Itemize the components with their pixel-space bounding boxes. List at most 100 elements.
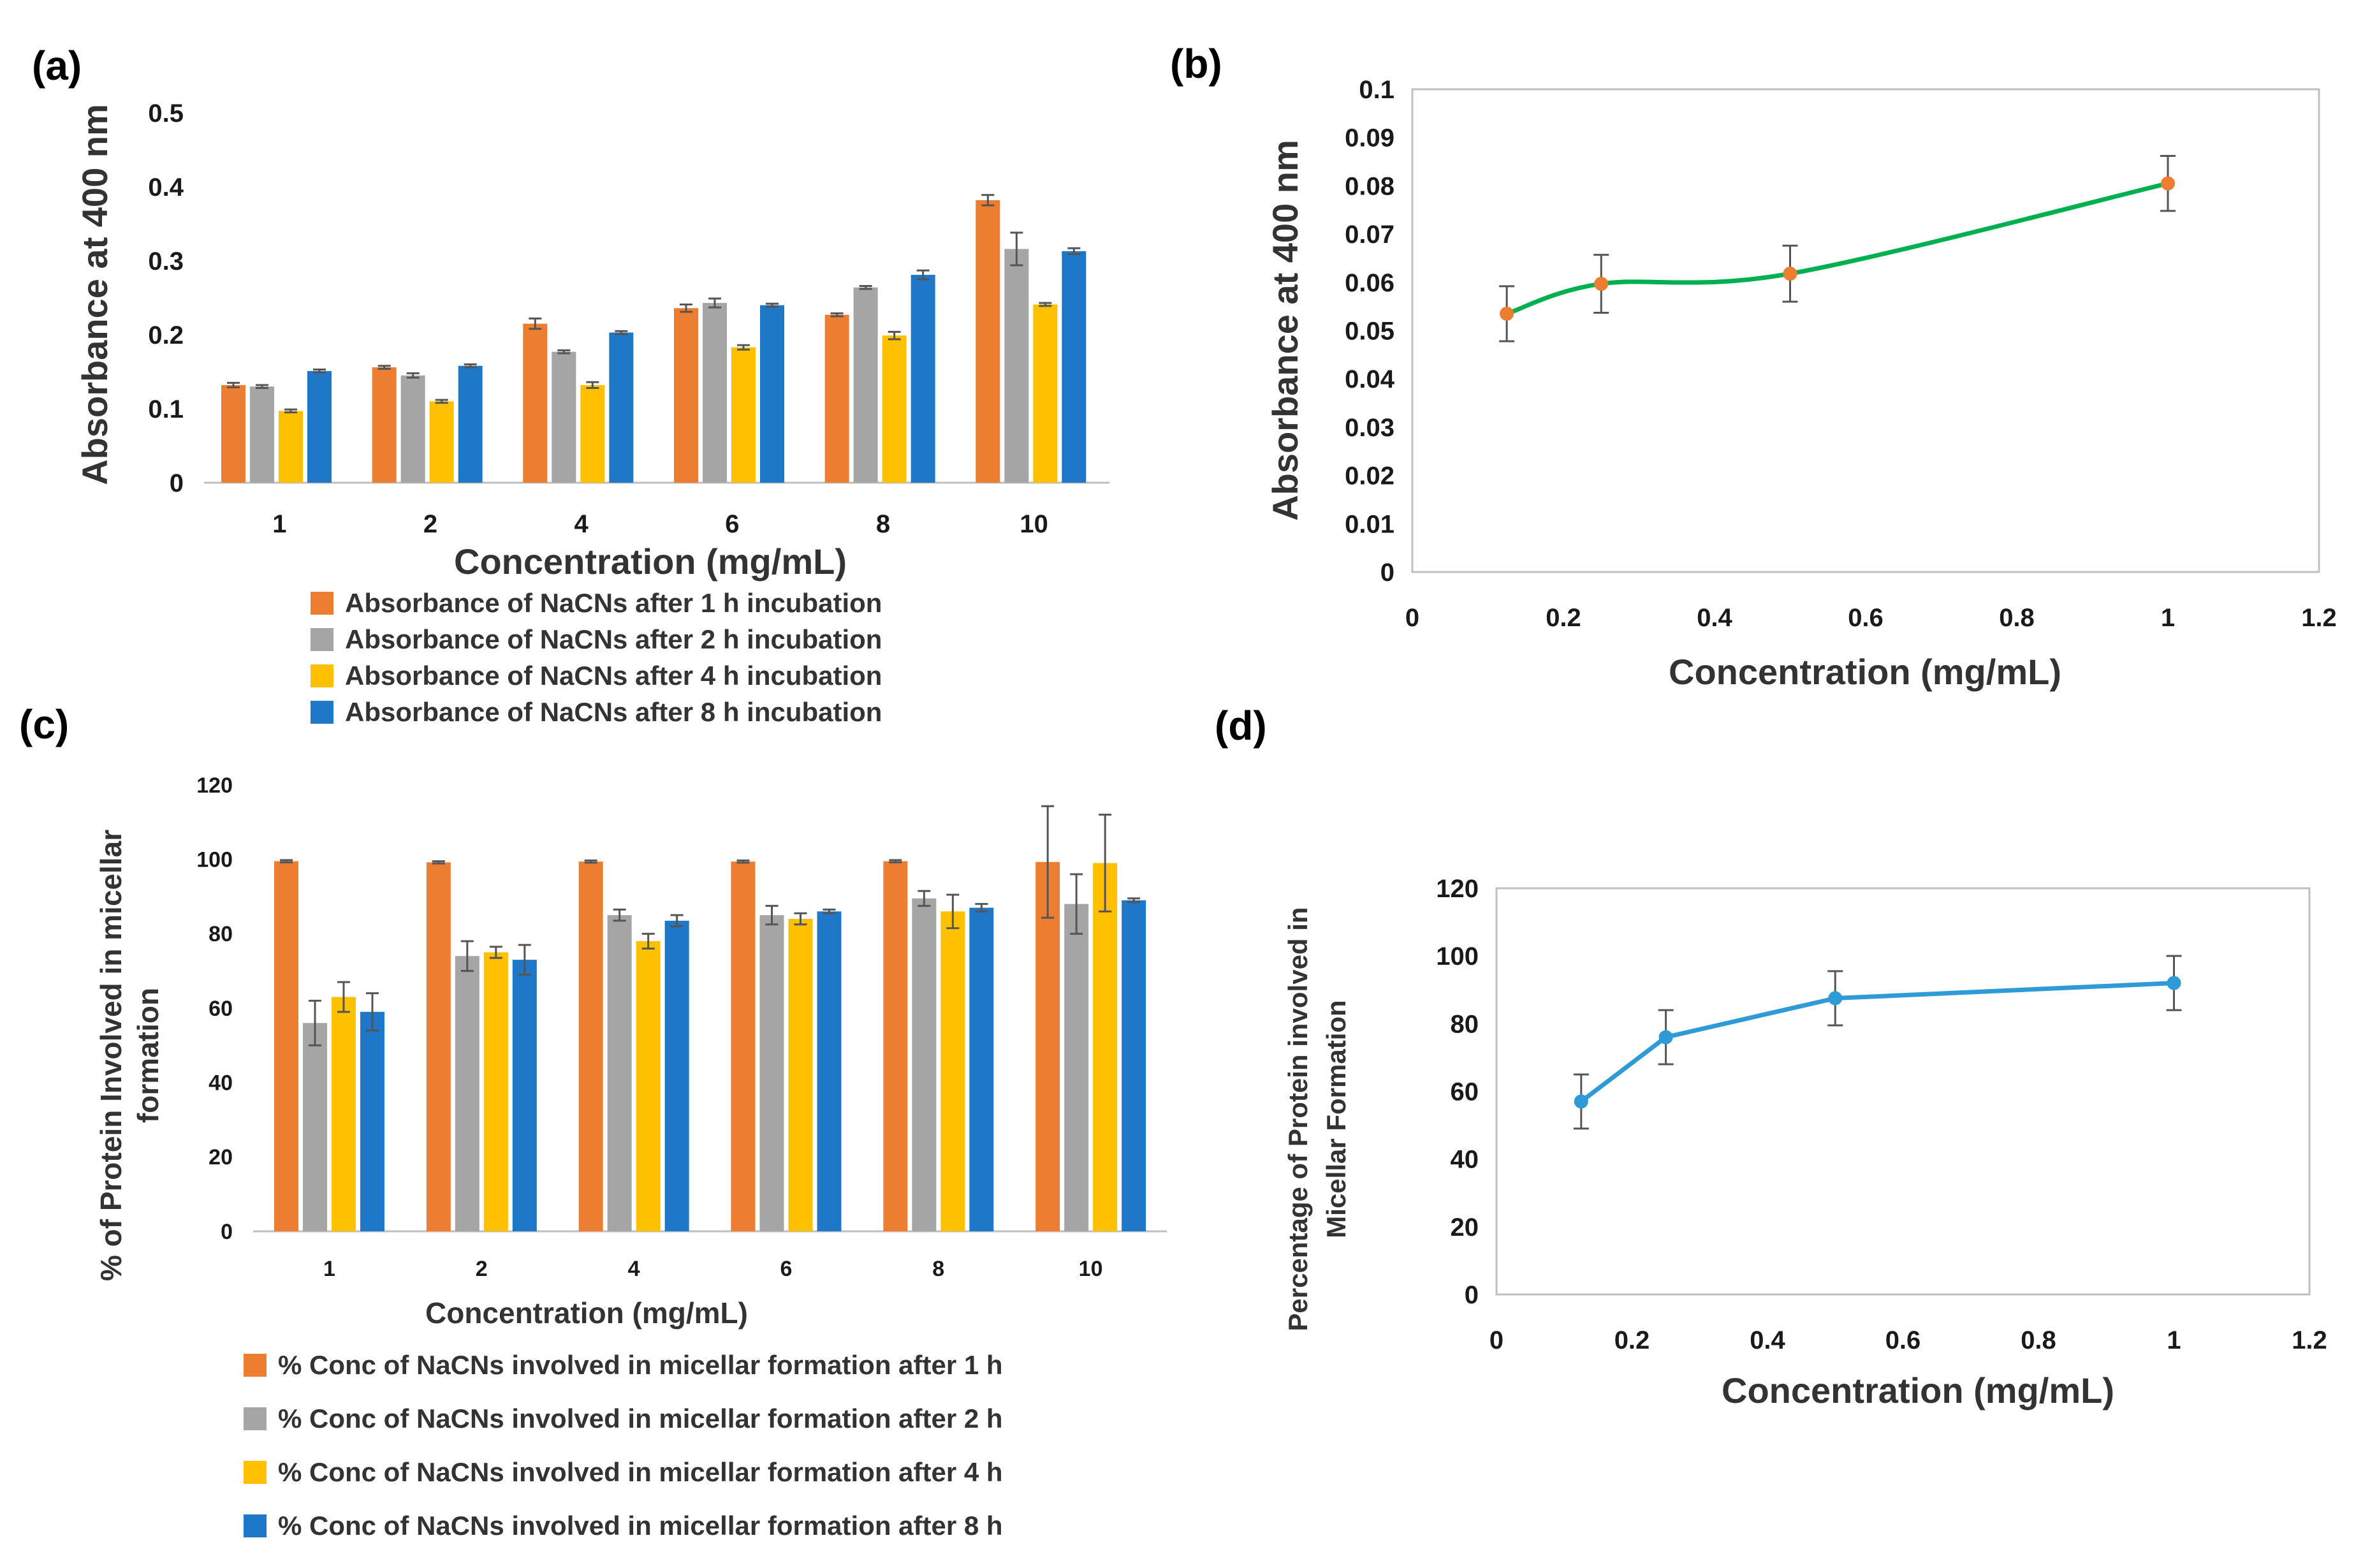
legend-label: Absorbance of NaCNs after 4 h incubation <box>345 661 882 691</box>
x-tick-label: 10 <box>1079 1257 1103 1281</box>
data-point <box>2161 176 2175 191</box>
bar <box>360 1011 384 1231</box>
x-tick-label: 4 <box>628 1257 640 1281</box>
bar <box>332 997 356 1231</box>
x-tick-label: 0 <box>1405 604 1419 632</box>
x-tick-label: 2 <box>423 510 437 538</box>
bar <box>731 861 756 1231</box>
bar <box>853 287 878 483</box>
y-axis-title: Absorbance at 400 nm <box>1265 140 1305 521</box>
x-tick-label: 0 <box>1489 1326 1503 1354</box>
series-line <box>1579 981 2174 1104</box>
y-axis-title-line: % of Protein Involved in micellar <box>94 830 128 1281</box>
y-tick-label: 0.04 <box>1345 365 1395 393</box>
bar <box>760 305 784 483</box>
bar <box>703 303 727 483</box>
y-tick-label: 40 <box>208 1071 233 1095</box>
data-point <box>1574 1094 1588 1109</box>
x-tick-label: 1 <box>272 510 286 538</box>
bar <box>372 367 397 483</box>
y-tick-label: 0 <box>221 1220 233 1244</box>
y-tick-label: 0 <box>1380 559 1394 587</box>
plot-area-border <box>1411 88 2320 573</box>
panel-label-d: (d) <box>1215 703 1267 749</box>
bar <box>731 347 756 483</box>
bar <box>883 861 908 1231</box>
bar <box>911 275 935 483</box>
y-tick-label: 80 <box>208 922 233 946</box>
data-point <box>1828 991 1843 1006</box>
bar <box>458 365 483 483</box>
chart-c: 0 20 40 60 80 100 120 1 2 4 6 8 10 Concentration (mg/… <box>94 773 1167 1541</box>
bar <box>607 915 632 1231</box>
y-tick-label: 0.5 <box>148 99 184 128</box>
data-point <box>1500 307 1514 321</box>
y-axis-title: % of Protein Involved in micellar formati… <box>94 830 165 1281</box>
data-point <box>1594 277 1609 291</box>
y-tick-label: 120 <box>1436 875 1479 903</box>
legend-label: % Conc of NaCNs involved in micellar for… <box>278 1403 1003 1433</box>
x-tick-label: 0.4 <box>1697 604 1732 632</box>
legend-swatch <box>311 628 333 651</box>
y-tick-label: 0.01 <box>1345 510 1394 538</box>
data-point <box>2167 976 2181 990</box>
x-tick-label: 1.2 <box>2292 1326 2327 1354</box>
bar <box>817 911 842 1231</box>
x-tick-label: 1.2 <box>2301 604 2337 632</box>
x-tick-label: 0.4 <box>1750 1326 1785 1354</box>
y-tick-label: 0.3 <box>148 247 184 275</box>
bar <box>759 915 784 1231</box>
bar <box>1122 900 1146 1231</box>
bar <box>426 862 451 1231</box>
bar <box>1062 251 1086 483</box>
x-tick-label: 8 <box>876 510 890 538</box>
y-axis-title-line: Absorbance at 400 nm <box>75 104 115 485</box>
bar <box>250 386 274 483</box>
x-tick-label: 8 <box>932 1257 944 1281</box>
y-axis-title: Absorbance at 400 nm <box>75 104 115 485</box>
y-tick-label: 0.2 <box>148 321 184 349</box>
legend-swatch <box>244 1354 267 1377</box>
x-tick-label: 0.8 <box>1999 604 2035 632</box>
y-tick-label: 0 <box>170 469 184 497</box>
y-axis-title-line: Micellar Formation <box>1321 1000 1351 1238</box>
y-tick-label: 0.1 <box>148 395 184 423</box>
bar <box>274 861 298 1231</box>
x-axis-title: Concentration (mg/mL) <box>454 541 847 582</box>
bar <box>512 960 537 1231</box>
y-axis-title-line: Absorbance at 400 nm <box>1265 140 1305 521</box>
bar <box>221 385 245 483</box>
bar <box>580 385 605 483</box>
bar <box>483 952 508 1231</box>
y-tick-label: 0.4 <box>148 173 184 201</box>
y-tick-label: 0.1 <box>1359 76 1394 104</box>
panel-label-c: (c) <box>19 701 69 747</box>
y-tick-label: 0.03 <box>1345 414 1394 442</box>
legend-label: % Conc of NaCNs involved in micellar for… <box>278 1457 1003 1487</box>
x-tick-label: 0.2 <box>1546 604 1581 632</box>
x-tick-label: 6 <box>725 510 739 538</box>
x-tick-label: 2 <box>476 1257 488 1281</box>
data-point <box>1783 267 1797 281</box>
bar <box>674 308 698 483</box>
x-axis-title: Concentration (mg/mL) <box>425 1296 748 1330</box>
legend-swatch <box>311 701 333 724</box>
data-point <box>1658 1030 1673 1044</box>
x-tick-label: 1 <box>323 1257 335 1281</box>
x-tick-label: 0.8 <box>2021 1326 2056 1354</box>
y-tick-label: 40 <box>1451 1146 1479 1174</box>
legend-label: Absorbance of NaCNs after 1 h incubation <box>345 588 882 618</box>
bar <box>578 861 603 1231</box>
legend-label: % Conc of NaCNs involved in micellar for… <box>278 1350 1003 1380</box>
y-tick-label: 0.08 <box>1345 172 1394 200</box>
x-axis-title: Concentration (mg/mL) <box>1669 652 2061 692</box>
bar <box>1064 904 1089 1231</box>
bar <box>1004 249 1029 483</box>
x-tick-label: 1 <box>2161 604 2175 632</box>
y-tick-label: 0.07 <box>1345 221 1394 249</box>
bar <box>455 956 479 1231</box>
bar <box>552 351 576 483</box>
x-tick-label: 0.6 <box>1885 1326 1921 1354</box>
panel-label-b: (b) <box>1170 41 1222 87</box>
y-tick-label: 0.09 <box>1345 124 1394 152</box>
